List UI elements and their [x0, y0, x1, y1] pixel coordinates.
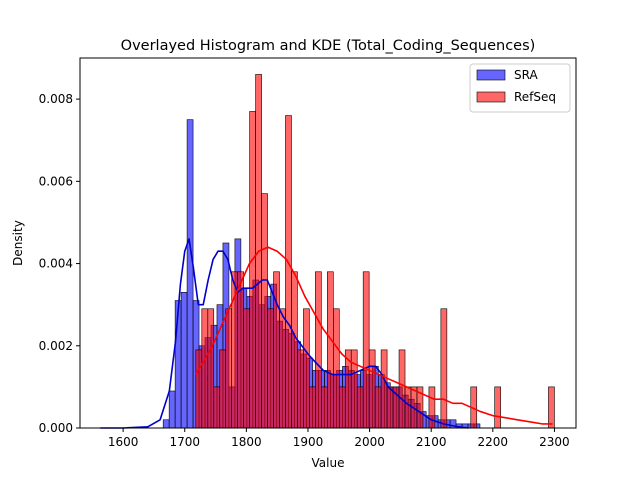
- legend-swatch-refseq: [476, 91, 506, 103]
- refseq-bar: [440, 308, 448, 429]
- refseq-bar: [428, 386, 436, 429]
- refseq-bar: [338, 386, 346, 429]
- refseq-bar: [207, 308, 215, 429]
- sra-bar: [168, 390, 176, 429]
- refseq-bar: [321, 386, 328, 429]
- refseq-bar: [285, 115, 292, 429]
- refseq-bar: [374, 386, 382, 429]
- x-tick-label: 1600: [108, 435, 139, 449]
- refseq-bar: [332, 308, 340, 429]
- refseq-bar: [249, 111, 256, 429]
- refseq-bar: [291, 271, 298, 429]
- y-axis: 0.000 0.002 0.004 0.006 0.008: [39, 92, 80, 435]
- x-tick-label: 1700: [169, 435, 200, 449]
- refseq-bar: [237, 271, 244, 429]
- legend-label-sra: SRA: [514, 68, 538, 82]
- y-tick-label: 0.000: [39, 421, 73, 435]
- refseq-bar: [201, 308, 209, 429]
- chart-title: Overlayed Histogram and KDE (Total_Codin…: [121, 38, 536, 54]
- sra-bar: [162, 419, 170, 429]
- x-tick-label: 1800: [231, 435, 262, 449]
- legend: SRA RefSeq: [469, 63, 571, 113]
- refseq-bar: [380, 349, 388, 429]
- x-axis-label: Value: [312, 456, 345, 470]
- legend-label-refseq: RefSeq: [514, 90, 556, 104]
- refseq-bar: [327, 271, 334, 429]
- refseq-bar: [386, 386, 394, 429]
- sra-bar: [186, 119, 194, 429]
- x-axis: 1600 1700 1800 1900 2000 2100 2200 2300: [108, 428, 570, 449]
- refseq-bar: [267, 308, 274, 429]
- refseq-bar: [398, 349, 406, 429]
- refseq-bar: [225, 308, 233, 429]
- y-tick-label: 0.002: [39, 339, 73, 353]
- x-tick-label: 2300: [539, 435, 570, 449]
- refseq-bar: [362, 271, 370, 429]
- legend-swatch-sra: [476, 69, 506, 81]
- kde-line-refseq: [195, 246, 553, 425]
- refseq-bar: [356, 386, 364, 429]
- refseq-bar: [494, 386, 501, 429]
- refseq-bar: [195, 349, 203, 429]
- plot-frame: [79, 57, 577, 429]
- refseq-bar: [368, 349, 376, 429]
- refseq-bar: [303, 308, 310, 429]
- refseq-bar: [404, 386, 412, 429]
- x-tick-label: 2100: [416, 435, 447, 449]
- refseq-bar: [273, 271, 280, 429]
- x-tick-label: 2000: [354, 435, 385, 449]
- x-tick-label: 1900: [293, 435, 324, 449]
- refseq-bar: [309, 386, 316, 429]
- refseq-bar: [213, 386, 221, 429]
- refseq-bar: [548, 386, 555, 429]
- refseq-bar: [219, 349, 227, 429]
- x-tick-label: 2200: [478, 435, 509, 449]
- refseq-bar: [279, 308, 286, 429]
- y-tick-label: 0.004: [39, 257, 73, 271]
- y-tick-label: 0.008: [39, 92, 73, 106]
- kde-line-sra: [100, 238, 469, 429]
- refseq-bar: [261, 193, 268, 429]
- refseq-bar: [297, 349, 304, 429]
- sra-bar: [180, 292, 188, 429]
- y-axis-label: Density: [11, 220, 25, 266]
- refseq-bar: [243, 308, 250, 429]
- refseq-bar: [350, 349, 358, 429]
- refseq-bar: [315, 271, 322, 429]
- kde-curves: [100, 238, 553, 429]
- y-tick-label: 0.006: [39, 174, 73, 188]
